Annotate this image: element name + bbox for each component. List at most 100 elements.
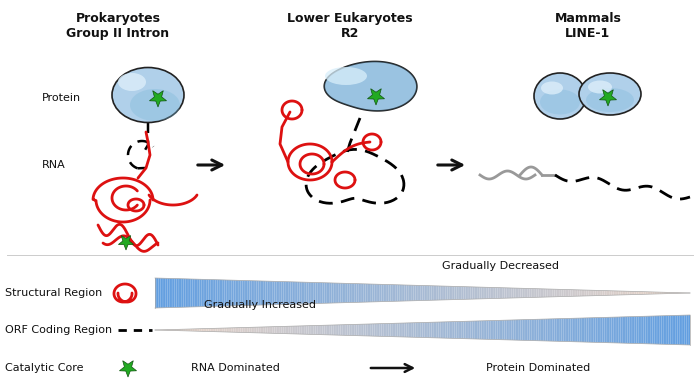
Polygon shape [394,285,395,301]
Polygon shape [264,327,265,333]
Polygon shape [438,322,440,338]
Polygon shape [442,322,444,338]
Polygon shape [636,317,638,344]
Polygon shape [290,326,293,334]
Polygon shape [399,323,401,337]
Polygon shape [358,284,360,302]
Polygon shape [346,325,348,336]
Polygon shape [483,287,485,299]
Polygon shape [581,290,583,296]
Polygon shape [565,319,567,342]
Polygon shape [372,324,375,336]
Polygon shape [444,322,446,338]
Polygon shape [212,328,214,332]
Polygon shape [635,291,636,295]
Polygon shape [419,322,421,337]
Polygon shape [574,290,576,296]
Polygon shape [118,236,134,250]
Polygon shape [615,291,617,295]
Polygon shape [284,282,285,305]
Polygon shape [219,328,221,332]
Polygon shape [570,318,573,342]
Polygon shape [223,328,225,332]
Polygon shape [476,321,478,339]
Polygon shape [619,317,620,343]
Polygon shape [537,319,538,341]
Polygon shape [494,288,496,298]
Polygon shape [326,283,328,303]
Polygon shape [324,62,417,111]
Polygon shape [587,318,588,342]
Polygon shape [376,284,378,302]
Polygon shape [335,283,337,303]
Polygon shape [526,320,528,341]
Polygon shape [506,320,508,340]
Polygon shape [430,322,431,338]
Polygon shape [398,323,399,337]
Polygon shape [428,286,430,300]
Polygon shape [251,327,253,333]
Polygon shape [219,280,221,306]
Polygon shape [498,320,499,340]
Polygon shape [324,283,326,303]
Polygon shape [631,317,633,343]
Polygon shape [356,324,358,336]
Polygon shape [298,282,300,304]
Polygon shape [640,316,642,344]
Polygon shape [369,324,371,336]
Polygon shape [466,287,467,299]
Polygon shape [617,291,619,295]
Polygon shape [453,322,454,338]
Polygon shape [196,279,198,307]
Polygon shape [319,283,321,303]
Polygon shape [395,323,398,337]
Polygon shape [174,329,176,330]
Polygon shape [417,285,419,301]
Ellipse shape [325,67,367,85]
Polygon shape [561,289,564,296]
Polygon shape [687,315,688,345]
Polygon shape [643,316,645,344]
Polygon shape [218,328,219,332]
Polygon shape [438,286,440,300]
Polygon shape [120,361,136,377]
Polygon shape [437,322,438,338]
Polygon shape [426,286,428,300]
Polygon shape [356,284,358,302]
Polygon shape [301,326,303,334]
Polygon shape [629,291,631,295]
Polygon shape [304,326,307,334]
Polygon shape [608,317,610,343]
Polygon shape [171,279,173,308]
Polygon shape [344,325,346,336]
Polygon shape [182,279,183,307]
Polygon shape [401,323,403,337]
Polygon shape [576,290,578,296]
Polygon shape [590,290,592,296]
Polygon shape [454,286,456,300]
Polygon shape [391,284,392,301]
Polygon shape [478,321,480,339]
Polygon shape [648,292,649,294]
Polygon shape [599,317,601,342]
Polygon shape [355,284,356,302]
Polygon shape [287,282,288,304]
Polygon shape [407,285,408,301]
Polygon shape [251,281,253,305]
Polygon shape [674,315,676,344]
Polygon shape [499,288,501,298]
Polygon shape [431,286,433,300]
Polygon shape [281,282,284,305]
Polygon shape [328,283,330,303]
Polygon shape [405,323,407,337]
Polygon shape [633,291,635,295]
Polygon shape [349,283,351,303]
Polygon shape [374,324,376,336]
Polygon shape [519,320,521,340]
Polygon shape [399,285,401,301]
Polygon shape [307,326,309,334]
Polygon shape [288,326,290,334]
Polygon shape [558,319,560,341]
Polygon shape [157,278,159,308]
Polygon shape [232,280,234,306]
